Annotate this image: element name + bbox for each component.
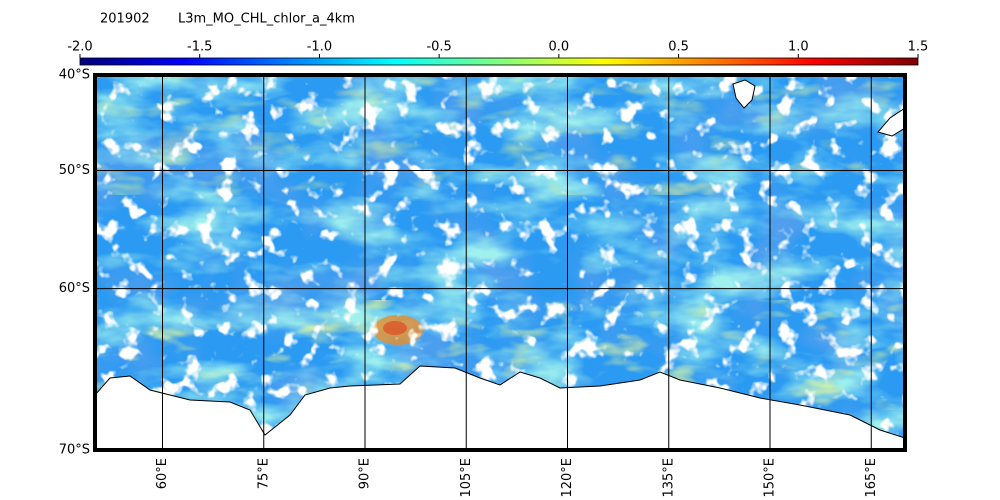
lat-tick-label: 60°S — [59, 281, 90, 296]
tasmania — [732, 79, 756, 109]
title-product: L3m_MO_CHL_chlor_a_4km — [178, 12, 355, 27]
colorbar-tick-label: -0.5 — [426, 40, 451, 55]
colorbar-tick-label: 0.0 — [549, 40, 570, 55]
lon-tick-label: 165°E — [864, 458, 879, 498]
lon-tick-label: 135°E — [661, 458, 676, 498]
lon-tick-label: 90°E — [358, 458, 373, 489]
lon-tick-label: 75°E — [256, 458, 271, 489]
colorbar-tick-label: 0.5 — [668, 40, 689, 55]
lon-tick-label: 120°E — [560, 458, 575, 498]
lon-tick-label: 60°E — [155, 458, 170, 489]
colorbar-tick-label: 1.0 — [788, 40, 809, 55]
colorbar — [79, 57, 919, 66]
map-image — [95, 75, 905, 450]
colorbar-tick-label: 1.5 — [908, 40, 929, 55]
colorbar-tick-label: -2.0 — [67, 40, 92, 55]
colorbar-tick-label: -1.0 — [307, 40, 332, 55]
map-frame — [93, 73, 907, 452]
antarctica — [95, 365, 905, 450]
lat-tick-label: 50°S — [59, 163, 90, 178]
lat-tick-label: 40°S — [59, 68, 90, 83]
colorbar-tick-label: -1.5 — [187, 40, 212, 55]
lat-tick-label: 70°S — [59, 443, 90, 458]
title-date: 201902 — [100, 12, 150, 27]
lon-tick-label: 105°E — [459, 458, 474, 498]
new-zealand — [877, 107, 905, 137]
lon-tick-label: 150°E — [763, 458, 778, 498]
